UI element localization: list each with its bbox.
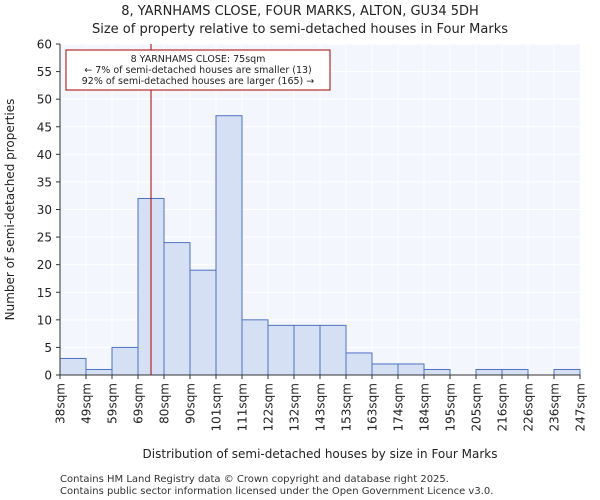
histogram-bar	[371, 363, 399, 376]
histogram-bar	[215, 115, 243, 376]
x-tick-label: 184sqm	[418, 383, 432, 431]
histogram-bar	[475, 368, 503, 376]
x-tick-label: 216sqm	[496, 383, 510, 431]
y-tick-label: 25	[37, 231, 52, 245]
x-tick-label: 69sqm	[132, 383, 146, 424]
x-tick-label: 195sqm	[444, 383, 458, 431]
histogram-bar	[267, 324, 295, 376]
histogram-bar	[241, 319, 269, 376]
x-tick-label: 163sqm	[366, 383, 380, 431]
x-tick-label: 38sqm	[54, 383, 68, 424]
x-axis-label: Distribution of semi-detached houses by …	[143, 447, 498, 461]
histogram-bar	[345, 352, 373, 376]
x-tick-label: 132sqm	[288, 383, 302, 431]
y-tick-label: 60	[37, 38, 52, 52]
histogram-bar	[293, 324, 321, 376]
y-tick-label: 10	[37, 313, 52, 327]
x-tick-label: 247sqm	[574, 383, 588, 431]
annotation-smaller: ← 7% of semi-detached houses are smaller…	[84, 65, 312, 76]
histogram-bar	[501, 368, 529, 376]
chart-title: 8, YARNHAMS CLOSE, FOUR MARKS, ALTON, GU…	[121, 4, 479, 19]
histogram-bar	[397, 363, 425, 376]
x-tick-label: 80sqm	[158, 383, 172, 424]
x-tick-label: 226sqm	[522, 383, 536, 431]
y-tick-label: 50	[37, 93, 52, 107]
y-tick-label: 0	[44, 369, 52, 383]
annotation-title: 8 YARNHAMS CLOSE: 75sqm	[131, 54, 266, 65]
x-tick-label: 111sqm	[236, 383, 250, 431]
y-tick-label: 55	[37, 65, 52, 79]
annotation-box: 8 YARNHAMS CLOSE: 75sqm ← 7% of semi-det…	[65, 49, 331, 91]
histogram-bar	[553, 368, 581, 376]
histogram-bar	[59, 357, 87, 376]
x-tick-label: 90sqm	[184, 383, 198, 424]
histogram-bar	[163, 242, 191, 376]
x-tick-label: 236sqm	[548, 383, 562, 431]
y-tick-label: 45	[37, 120, 52, 134]
x-tick-label: 49sqm	[80, 383, 94, 424]
footer-copyright: Contains HM Land Registry data © Crown c…	[60, 474, 449, 485]
histogram-bar	[111, 346, 139, 376]
x-tick-label: 143sqm	[314, 383, 328, 431]
annotation-larger: 92% of semi-detached houses are larger (…	[82, 76, 315, 87]
histogram-bar	[423, 368, 451, 376]
x-tick-label: 59sqm	[106, 383, 120, 424]
x-tick-label: 174sqm	[392, 383, 406, 431]
x-tick-label: 101sqm	[210, 383, 224, 431]
y-axis-label: Number of semi-detached properties	[3, 99, 17, 321]
y-tick-label: 30	[37, 203, 52, 217]
y-tick-labels: 0 5 10 15 20 25 30 35 40 45 50 55 60	[37, 38, 52, 383]
axes-group	[56, 43, 581, 379]
annotation-frame	[65, 49, 331, 91]
x-tick-labels: 38sqm 49sqm 59sqm 69sqm 80sqm 90sqm 101sqm 111s…	[54, 383, 588, 431]
histogram-bar	[319, 324, 347, 376]
footer-licence: Contains public sector information licen…	[60, 486, 493, 497]
y-tick-label: 15	[37, 286, 52, 300]
x-tick-label: 122sqm	[262, 383, 276, 431]
histogram-bar	[189, 269, 217, 376]
y-tick-label: 5	[44, 341, 52, 355]
histogram-bar	[85, 368, 113, 376]
y-tick-label: 40	[37, 148, 52, 162]
y-tick-label: 20	[37, 258, 52, 272]
chart-subtitle: Size of property relative to semi-detach…	[92, 22, 508, 37]
x-tick-label: 205sqm	[470, 383, 484, 431]
y-tick-label: 35	[37, 175, 52, 189]
x-tick-label: 153sqm	[340, 383, 354, 431]
